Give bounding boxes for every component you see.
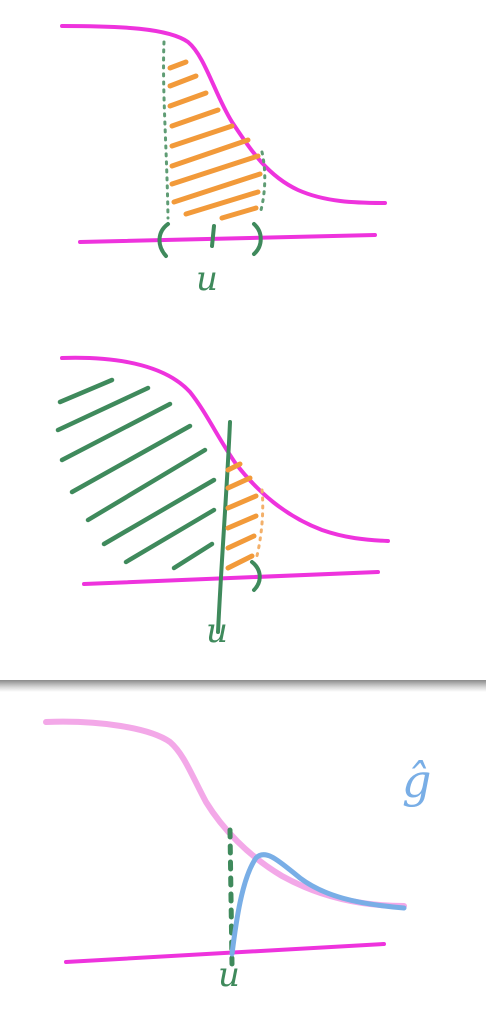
right-bracket — [252, 222, 263, 256]
center-tick — [210, 224, 216, 248]
panel-window-interval: u — [0, 0, 486, 330]
right-bracket — [250, 560, 262, 592]
hatch-line — [169, 153, 261, 187]
panel-divider — [0, 680, 486, 692]
x-axis — [78, 233, 377, 244]
x-axis — [82, 570, 380, 586]
right-boundary-dotted — [258, 150, 267, 216]
u-vertical-line — [216, 420, 232, 634]
hatch-line — [55, 385, 151, 433]
hatch-line — [101, 477, 217, 547]
hatch-line — [225, 513, 259, 531]
panel-3-drawing — [43, 718, 407, 967]
left-bracket — [157, 222, 170, 258]
survival-curve — [43, 718, 407, 909]
green-hatching — [55, 377, 217, 571]
panel-1-drawing — [60, 24, 387, 258]
left-boundary-dotted — [162, 40, 170, 220]
u-label: u — [206, 611, 228, 651]
u-label: u — [218, 955, 240, 995]
hatch-line — [85, 447, 208, 523]
g-hat-label: ĝ — [402, 754, 432, 808]
x-axis — [64, 942, 386, 964]
hatch-line — [169, 123, 235, 149]
survival-curve — [60, 24, 387, 205]
hatch-line — [225, 461, 243, 473]
panel-estimator: u ĝ — [0, 692, 486, 1030]
hatch-line — [225, 533, 257, 551]
hatch-line — [219, 205, 259, 221]
hatch-line — [225, 475, 253, 491]
hatch-line — [167, 59, 189, 71]
hatch-line — [69, 423, 193, 495]
hatch-line — [169, 137, 251, 169]
hatch-line — [57, 377, 115, 405]
orange-hatching — [167, 59, 263, 221]
hatch-line — [183, 189, 261, 217]
hatch-line — [167, 90, 209, 109]
hatch-line — [59, 401, 173, 463]
hatch-line — [225, 553, 255, 571]
hatch-line — [171, 171, 263, 205]
orange-hatching — [225, 461, 259, 571]
hatch-line — [167, 73, 199, 89]
hatch-line — [169, 107, 221, 129]
panel-left-of-u: u — [0, 330, 486, 680]
right-boundary-dotted — [254, 488, 265, 562]
u-label: u — [196, 259, 218, 299]
estimator-curve — [229, 852, 407, 957]
hatch-line — [225, 493, 259, 511]
panel-2-drawing — [55, 355, 390, 634]
hatch-line — [123, 507, 217, 565]
hatch-line — [171, 541, 215, 571]
